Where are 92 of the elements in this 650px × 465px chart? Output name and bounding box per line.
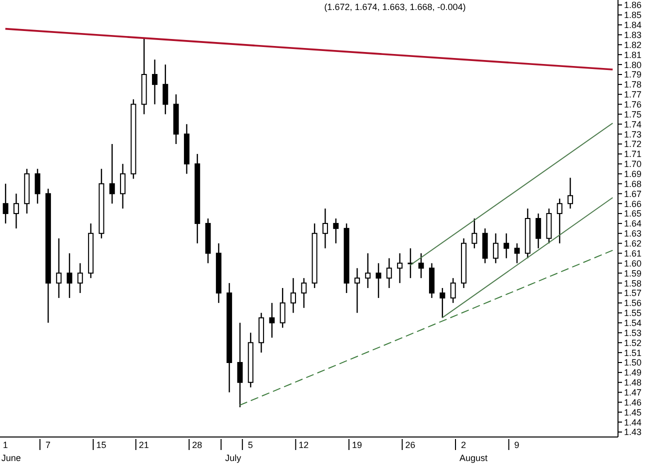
candlestick: [504, 232, 510, 259]
candlestick: [280, 287, 286, 328]
y-tick-label: 1.55: [624, 308, 642, 318]
x-tick-label: 9: [514, 440, 520, 450]
candlestick: [354, 268, 360, 314]
y-tick-label: 1.56: [624, 298, 642, 308]
x-tick-label: 2: [460, 440, 466, 450]
chart-title: (1.672, 1.674, 1.663, 1.668, -0.004): [324, 2, 466, 12]
candlestick: [301, 277, 307, 308]
y-tick-label: 1.66: [624, 198, 642, 209]
y-tick-label: 1.57: [624, 288, 642, 298]
y-tick-label: 1.45: [624, 407, 642, 418]
y-tick-label: 1.72: [624, 139, 642, 150]
x-tick-label: 7: [45, 440, 50, 450]
y-tick-label: 1.51: [624, 348, 642, 358]
y-tick-label: 1.60: [624, 258, 642, 268]
candlestick: [397, 252, 403, 284]
y-tick-label: 1.67: [624, 188, 642, 199]
y-tick-label: 1.47: [624, 388, 642, 398]
y-tick-label: 1.44: [624, 417, 642, 428]
y-tick-label: 1.76: [624, 99, 642, 110]
y-tick-label: 1.86: [624, 0, 642, 10]
candlestick: [120, 163, 126, 210]
candlestick: [408, 248, 414, 279]
candlestick: [450, 277, 456, 304]
y-tick-label: 1.85: [624, 10, 642, 20]
text: July: [225, 453, 242, 463]
candlestick: [162, 64, 168, 115]
candlestick: [322, 208, 328, 249]
candlestick: [13, 193, 19, 230]
x-tick-label: 15: [96, 440, 106, 450]
candlestick: [152, 58, 158, 105]
x-tick-label: 19: [352, 440, 362, 450]
y-tick-label: 1.63: [624, 228, 642, 239]
candlestick: [492, 232, 498, 264]
candlestick: [536, 212, 542, 249]
candlestick: [34, 168, 40, 204]
x-tick-label: 5: [248, 440, 253, 450]
y-tick-label: 1.71: [624, 149, 642, 160]
x-tick-label: 26: [405, 440, 416, 450]
y-tick-label: 1.53: [624, 328, 642, 338]
candlestick: [237, 322, 243, 408]
y-tick-label: 1.79: [624, 70, 642, 80]
candlestick: [2, 183, 8, 224]
y-tick-label: 1.64: [624, 218, 642, 229]
text: August: [460, 453, 488, 463]
y-tick-label: 1.83: [624, 30, 642, 40]
y-tick-label: 1.48: [624, 378, 642, 388]
y-tick-label: 1.73: [624, 129, 642, 140]
candlestick: [556, 198, 562, 244]
candlestick: [66, 252, 72, 299]
y-tick-label: 1.58: [624, 278, 642, 288]
candlestick: [514, 242, 520, 264]
y-tick-label: 1.68: [624, 178, 642, 189]
candlestick: [472, 218, 478, 249]
x-tick-label: 1: [2, 440, 8, 450]
y-tick-label: 1.46: [624, 397, 642, 408]
candlestick: [333, 218, 339, 244]
text: June: [1, 453, 21, 463]
candlestick: [386, 258, 392, 289]
y-tick-label: 1.84: [624, 20, 642, 30]
candlestick: [290, 277, 296, 314]
y-tick-label: 1.65: [624, 208, 642, 219]
y-tick-label: 1.59: [624, 268, 642, 278]
y-tick-label: 1.62: [624, 238, 642, 249]
y-tick-label: 1.70: [624, 159, 642, 170]
y-tick-label: 1.75: [624, 109, 642, 120]
y-tick-label: 1.81: [624, 50, 642, 60]
y-tick-label: 1.80: [624, 60, 642, 70]
x-tick-label: 21: [138, 440, 149, 450]
x-tick-label: 28: [192, 440, 202, 450]
y-tick-label: 1.43: [624, 427, 642, 438]
candlestick: [440, 287, 446, 318]
y-tick-label: 1.74: [624, 119, 642, 130]
candlestick: [56, 238, 62, 299]
candlestick: [365, 252, 371, 289]
candlestick: [418, 252, 424, 279]
y-tick-label: 1.78: [624, 80, 642, 90]
y-tick-label: 1.50: [624, 358, 642, 368]
y-tick-label: 1.49: [624, 368, 642, 378]
y-tick-label: 1.77: [624, 90, 642, 100]
candlestick: [77, 262, 83, 294]
candlestick: [269, 302, 275, 338]
y-tick-label: 1.61: [624, 248, 642, 258]
x-tick-label: 12: [298, 440, 309, 450]
y-tick-label: 1.69: [624, 169, 642, 179]
y-tick-label: 1.52: [624, 338, 642, 348]
candlestick: [568, 177, 574, 210]
y-tick-label: 1.82: [624, 40, 642, 50]
candlestick: [376, 262, 382, 299]
candlestick: [109, 143, 115, 204]
y-tick-label: 1.54: [624, 318, 642, 328]
